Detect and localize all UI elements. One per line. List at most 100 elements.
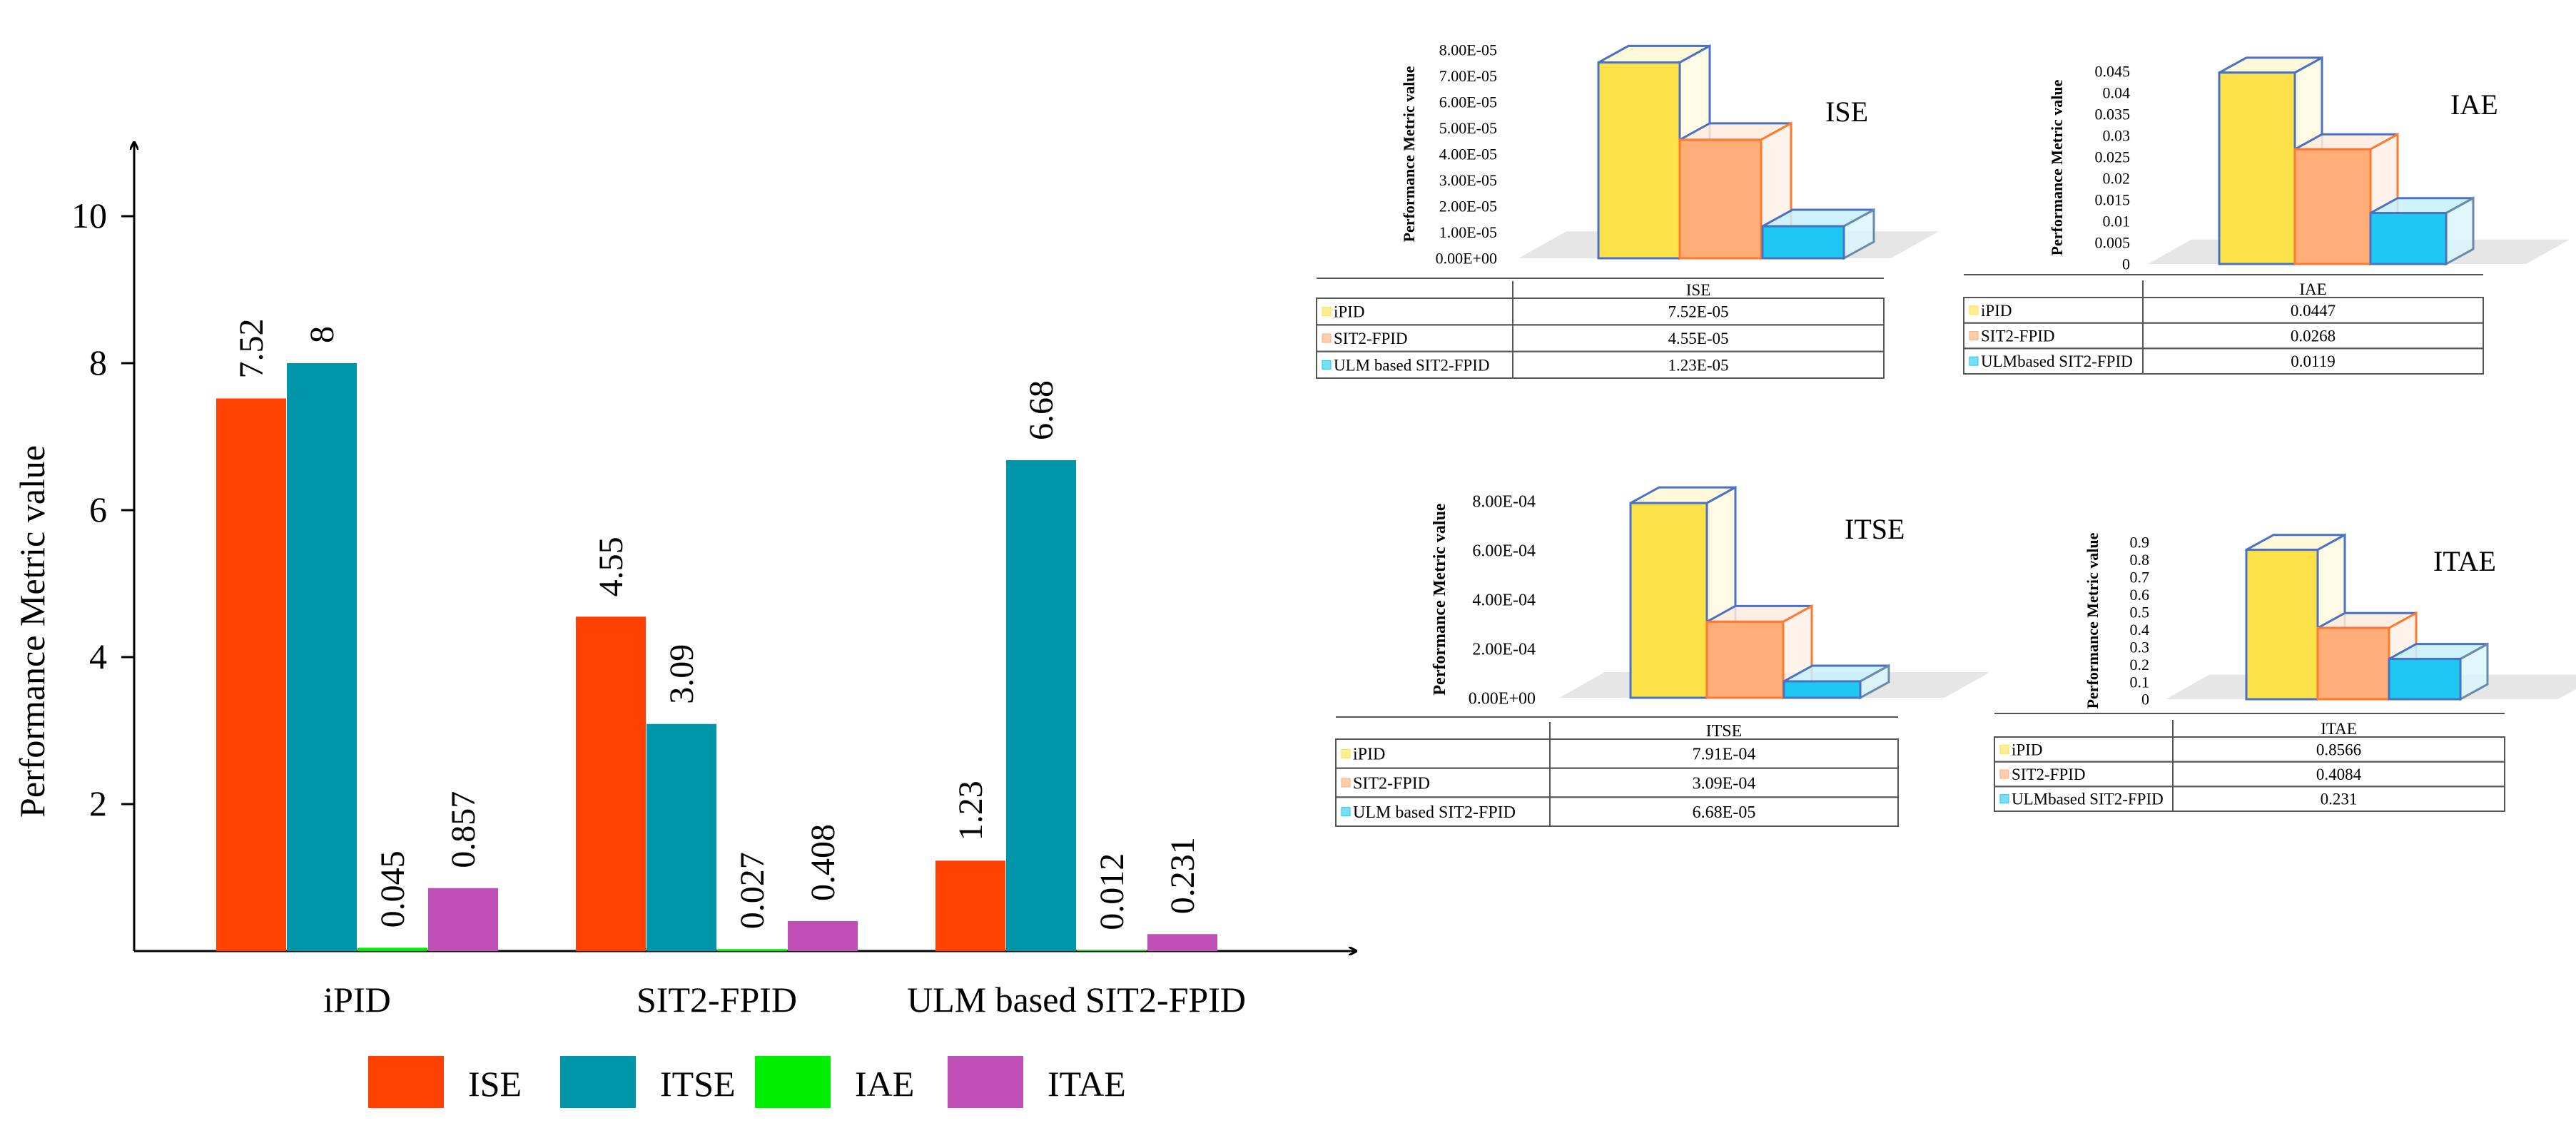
x-tick-labels: iPID SIT2-FPID ULM based SIT2-FPID [323,980,1246,1020]
data-table: ITSE iPID 7.91E-04 SIT2-FPID 3.09E-04 ULM bas… [1335,716,1899,828]
y-tick-label: 0.01 [2103,213,2131,230]
y-tick-label: 7.00E-05 [1439,67,1497,85]
data-label: 0.045 [374,850,412,928]
y-tick-label: 4.00E-04 [1472,591,1536,609]
table-header: ITSE [1706,722,1743,741]
y-axis-label: Performance Metric value [1400,66,1418,242]
table-row-label: ULMbased SIT2-FPID [1981,352,2133,370]
bar-ise-0 [216,398,286,951]
bars [216,363,1217,951]
y-tick-label: 4.00E-05 [1439,146,1497,163]
table-cell-value: 6.68E-05 [1693,803,1756,822]
legend-key-2 [1969,356,1979,366]
data-table: IAE iPID 0.0447 SIT2-FPID 0.0268 ULMbased SIT… [1963,274,2484,375]
table-cell-value: 7.52E-05 [1668,303,1729,321]
bar-itse-1 [646,723,716,951]
table-row-label: SIT2-FPID [1981,327,2055,345]
table-row-label: iPID [1353,746,1385,764]
legend-key-0 [1341,748,1351,758]
y-tick-label: 0.04 [2103,84,2131,102]
table-header: ITAE [2321,720,2357,738]
bar-ise-2 [935,860,1005,951]
legend-key-0 [1322,307,1332,317]
data-label: 0.857 [445,791,482,868]
y-axis-label: Performance Metric value [2084,532,2101,708]
bar-1 [2316,611,2418,701]
y-tick-label: 6 [89,489,107,529]
x-tick-label: ULM based SIT2-FPID [907,980,1246,1020]
bar-2 [2388,642,2489,701]
y-tick-label: 0.03 [2103,127,2131,145]
y-tick-label: 0.4 [2130,621,2150,639]
bar-itse-0 [287,363,357,951]
table-cell-value: 0.4084 [2316,766,2362,783]
y-tick-label: 0.00E+00 [1436,250,1497,268]
data-label: 0.231 [1164,837,1202,914]
bar-itse-2 [1006,459,1076,951]
table-row-label: iPID [1334,303,1364,321]
y-tick-label: 8.00E-04 [1472,492,1536,511]
y-tick-label: 8 [89,342,107,382]
bar-2 [1783,664,1890,700]
y-tick-label: 0.005 [2095,234,2131,252]
table-cell-value: 4.55E-05 [1668,330,1729,347]
legend-label: IAE [855,1064,914,1104]
y-tick-label: 0.025 [2095,148,2131,166]
legend-swatch-ise [368,1056,444,1108]
bar-1 [1705,604,1813,700]
table-cell-value: 0.0119 [2291,352,2335,370]
table-header: ISE [1686,281,1711,299]
panel-title: ISE [1825,96,1868,128]
legend: ISE ITSE IAE ITAE [368,1056,1126,1108]
table-row-label: iPID [1981,302,2012,320]
y-tick-label: 0.8 [2130,551,2150,569]
table-cell-value: 0.8566 [2316,741,2361,758]
value-labels: 7.52 8 0.045 0.857 4.55 3.09 0.027 0.408 1.23 6.6… [233,318,1202,930]
y-axis-label: Performance Metric value [12,445,52,818]
legend-key-2 [1999,794,2009,804]
data-label: 0.012 [1093,853,1131,930]
x-tick-label: iPID [323,980,390,1020]
y-tick-label: 8.00E-05 [1439,41,1497,59]
y-axis-label: Performance Metric value [2048,79,2066,255]
y-tick-label: 2.00E-05 [1439,198,1497,215]
table-cell-value: 3.09E-04 [1693,774,1756,793]
x-tick-label: SIT2-FPID [637,980,797,1020]
panel-title: ITSE [1845,513,1905,545]
bar-iae-1 [717,949,787,951]
y-tick-label: 3.00E-05 [1439,171,1497,189]
bar-ise-1 [576,616,646,951]
y-axis-label: Performance Metric value [1431,503,1449,696]
y-tick-label: 0.3 [2130,638,2150,656]
legend-key-2 [1322,360,1332,370]
y-tick-label: 0.1 [2130,673,2150,691]
y-tick-label: 6.00E-05 [1439,93,1497,111]
legend-key-0 [1999,744,2009,754]
table-cell-value: 0.0447 [2291,302,2336,320]
bar-iae-2 [1077,950,1147,951]
y-tick-label: 1.00E-05 [1439,223,1497,241]
legend-label: ITAE [1048,1064,1126,1104]
legend-key-1 [1341,778,1351,788]
legend-swatch-itse [560,1056,636,1108]
table-row-label: SIT2-FPID [1334,330,1408,347]
table-row-label: SIT2-FPID [2012,766,2086,783]
table-cell-value: 7.91E-04 [1693,746,1756,764]
table-row-label: ULM based SIT2-FPID [1334,356,1490,374]
table-cell-value: 0.231 [2321,791,2358,808]
panel-ise: Performance Metric value 0.00E+00 1.00E-05… [1316,41,1939,379]
data-label: 4.55 [592,537,630,596]
y-tick-label: 0.9 [2130,534,2150,552]
y-tick-label: 0.00E+00 [1469,689,1536,708]
y-tick-label: 0 [2141,691,2149,708]
table-cell-value: 1.23E-05 [1668,356,1729,374]
legend-swatch-iae [755,1056,831,1108]
table-row-label: ULMbased SIT2-FPID [2012,791,2164,808]
y-tick-label: 2.00E-04 [1472,640,1536,659]
data-label: 8 [303,326,341,343]
y-tick-label: 0.035 [2095,106,2131,123]
table-row-label: SIT2-FPID [1353,774,1430,793]
y-tick-label: 4 [89,636,107,676]
legend-label: ITSE [660,1064,736,1104]
